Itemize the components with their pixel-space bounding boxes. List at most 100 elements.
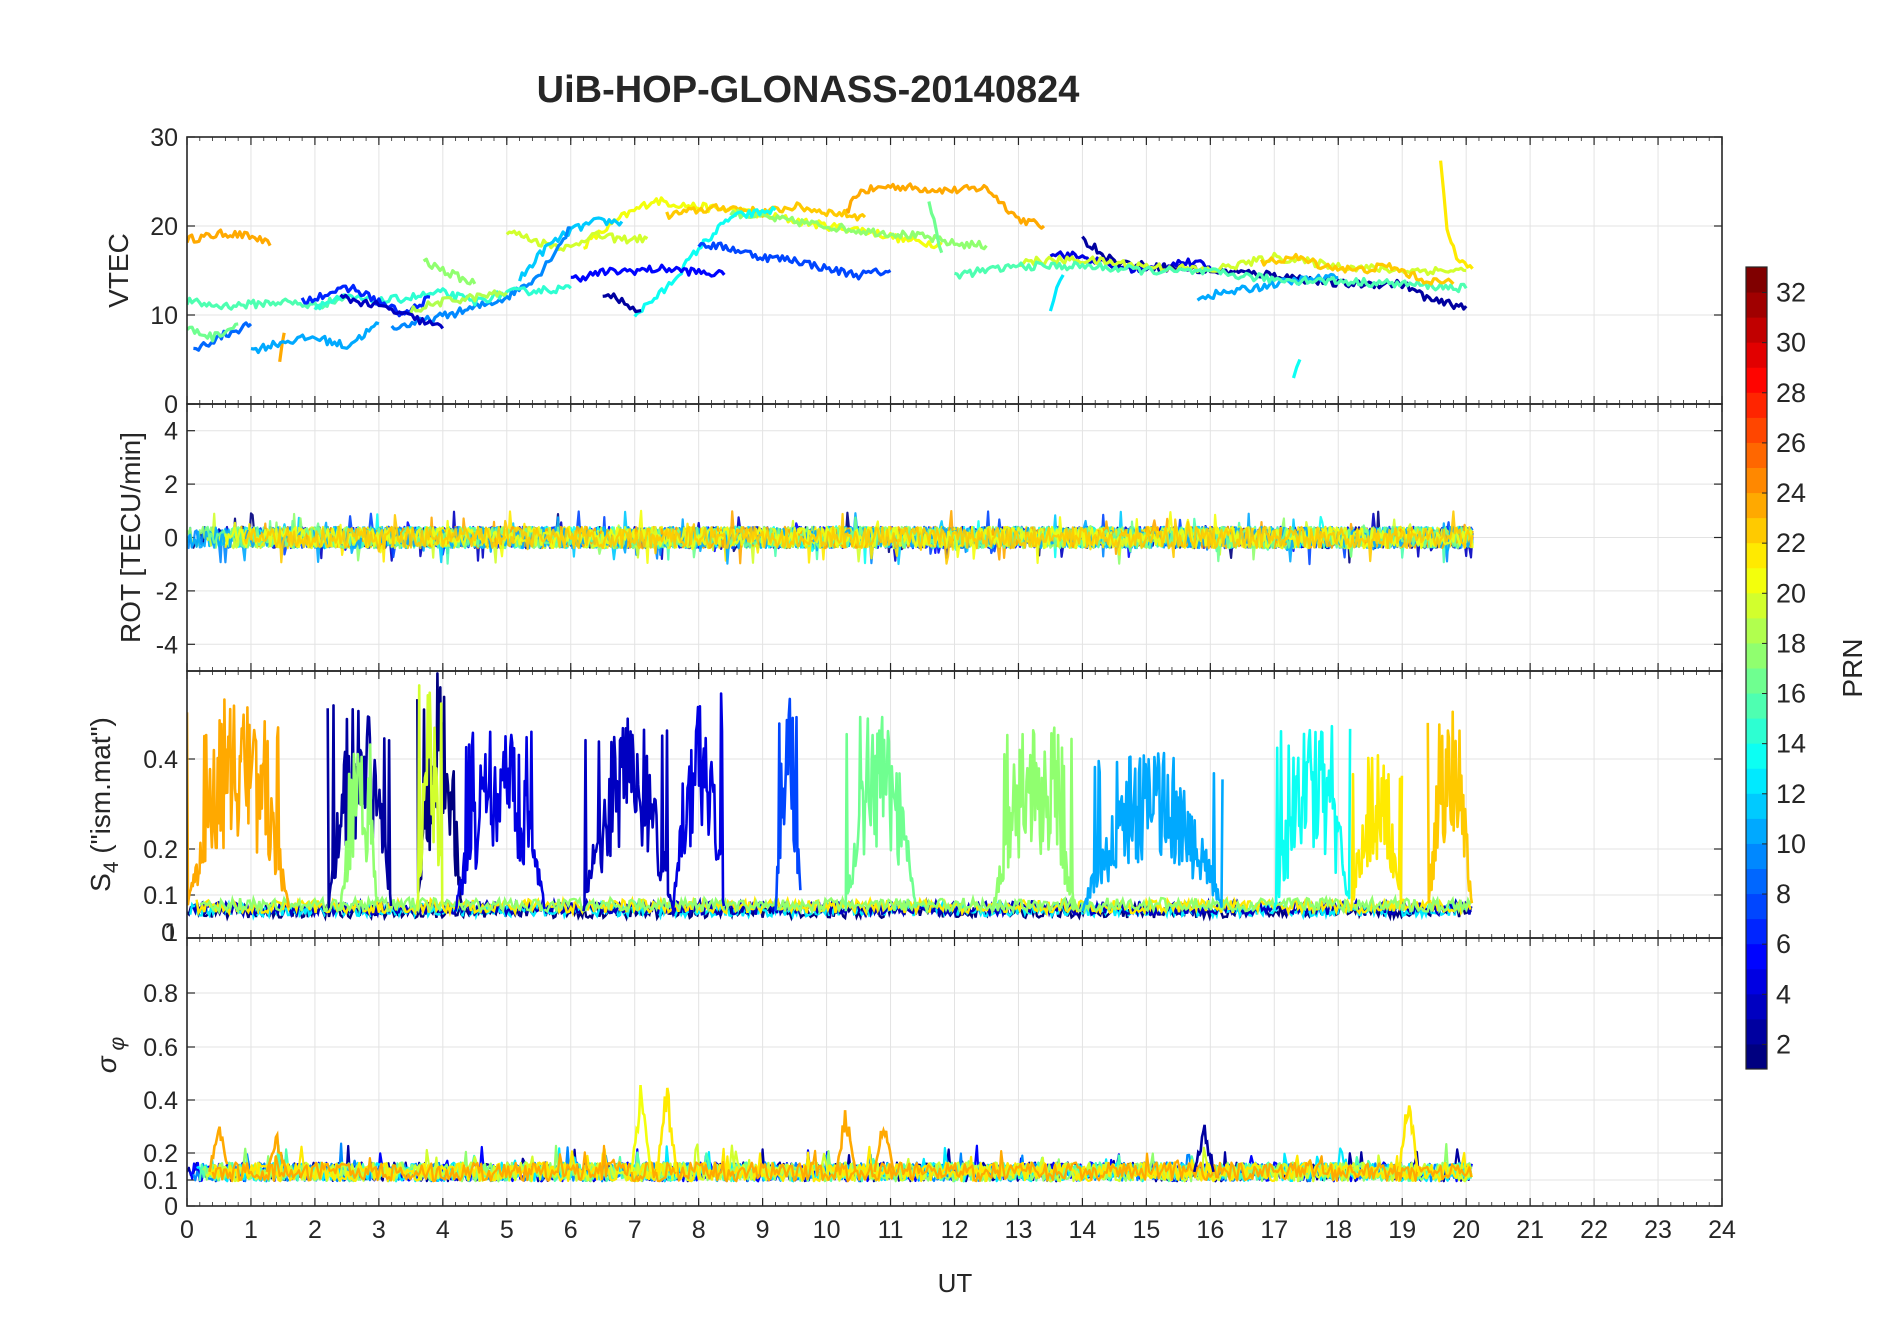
colorbar-segment <box>1746 1018 1767 1045</box>
y-tick-label: 4 <box>164 418 178 446</box>
colorbar-segment <box>1746 843 1767 869</box>
colorbar-tick-label: 4 <box>1776 979 1791 1009</box>
s4-burst-line <box>1349 754 1404 912</box>
x-tick-label: 18 <box>1324 1216 1352 1244</box>
sigma-phi-spike <box>208 1126 229 1173</box>
y-tick-label: 0.1 <box>143 882 178 910</box>
x-tick-label: 11 <box>878 1216 904 1244</box>
vtec-series-line <box>1048 274 1065 312</box>
x-tick-label: 4 <box>436 1216 450 1244</box>
y-tick-label: 0.1 <box>143 1167 178 1195</box>
x-tick-label: 17 <box>1260 1216 1288 1244</box>
colorbar-tick-label: 2 <box>1776 1029 1791 1059</box>
colorbar-tick-label: 28 <box>1776 378 1806 408</box>
colorbar-label: PRN <box>1837 638 1868 697</box>
colorbar-segment <box>1746 367 1767 393</box>
x-tick-label: 3 <box>372 1216 386 1244</box>
s4-lines <box>187 672 1474 922</box>
s4-burst-line <box>339 743 380 912</box>
vtec-series-line <box>313 284 572 311</box>
s4-burst-line <box>1273 724 1352 912</box>
vtec-series-line <box>729 208 988 251</box>
y-tick-label: 10 <box>150 302 178 330</box>
s4-burst-line <box>671 692 726 912</box>
vtec-y-axis-label: VTEC <box>103 233 134 308</box>
x-tick-label: 12 <box>941 1216 969 1244</box>
vtec-series-line <box>844 182 1046 230</box>
colorbar-tick-label: 8 <box>1776 879 1791 909</box>
x-tick-label: 6 <box>564 1216 578 1244</box>
x-tick-label: 19 <box>1388 1216 1416 1244</box>
colorbar-tick-label: 32 <box>1776 278 1806 308</box>
sigma-phi-spike <box>655 1087 678 1173</box>
y-tick-label: 0.4 <box>143 746 178 774</box>
x-tick-label: 22 <box>1580 1216 1608 1244</box>
x-tick-label: 1 <box>244 1216 258 1244</box>
rot-y-axis-label: ROT [TECU/min] <box>115 432 146 643</box>
colorbar-segment <box>1746 492 1767 519</box>
y-tick-label: -2 <box>156 578 178 606</box>
colorbar-segment <box>1746 542 1767 569</box>
sigma-phi-spike <box>630 1084 652 1173</box>
sigma-phi-y-axis-label: σ φ <box>91 1036 129 1073</box>
panel-frame <box>186 937 1723 1207</box>
y-tick-label: 20 <box>150 213 178 241</box>
rot-lines <box>187 509 1474 566</box>
sigma-phi-spike <box>834 1110 857 1173</box>
vtec-series-line <box>1439 160 1474 270</box>
y-tick-label: -4 <box>156 631 178 659</box>
y-tick-label: 30 <box>150 124 178 152</box>
colorbar-segment <box>1746 567 1767 594</box>
s4-baseline-line <box>199 893 1473 916</box>
colorbar-tick-label: 6 <box>1776 929 1791 959</box>
s4-burst-line <box>416 684 444 912</box>
colorbar-tick-label: 24 <box>1776 478 1806 508</box>
sigma-phi-panel: 00.10.20.40.60.80 1 2 3 4 5 6 7 8 9 10 11 12 13 14 15 16… <box>91 937 1736 1244</box>
y-tick-label: 0 <box>164 391 178 419</box>
colorbar-tick-label: 12 <box>1776 779 1806 809</box>
y-tick-label: 0 <box>164 525 178 553</box>
x-tick-label: 10 <box>813 1216 841 1244</box>
sigma-phi-series-line <box>211 1144 1473 1183</box>
x-tick-label: 20 <box>1452 1216 1480 1244</box>
s4-burst-line <box>582 717 675 912</box>
s4-burst-line <box>844 715 918 912</box>
colorbar-segment <box>1746 342 1767 368</box>
y-tick-label: 0.4 <box>143 1087 178 1115</box>
rot-series-line <box>243 510 1474 565</box>
colorbar-segment <box>1746 743 1767 769</box>
colorbar-segment <box>1746 718 1767 744</box>
x-tick-label: 5 <box>500 1216 514 1244</box>
x-tick-label: 16 <box>1196 1216 1224 1244</box>
rot-panel: -4 -2 0 2 4 ROT [TECU/min] <box>115 403 1723 672</box>
x-tick-label: 2 <box>308 1216 322 1244</box>
vtec-series-line <box>505 229 649 252</box>
colorbar-segment <box>1746 893 1767 920</box>
s4-burst-line <box>1426 710 1474 904</box>
s4-bottom-label: 0 <box>161 919 175 947</box>
x-tick-label: 13 <box>1005 1216 1033 1244</box>
vtec-series-line <box>339 293 445 330</box>
colorbar-tick-label: 30 <box>1776 328 1806 358</box>
vtec-series-line <box>697 241 892 281</box>
s4-burst-line <box>1081 751 1224 912</box>
colorbar-segment <box>1746 1043 1767 1070</box>
sigma-phi-spike <box>1397 1105 1420 1173</box>
colorbar-tick-label: 16 <box>1776 679 1806 709</box>
y-tick-label: 0 <box>164 1193 178 1221</box>
figure-title: UiB-HOP-GLONASS-20140824 <box>537 69 1080 111</box>
vtec-series-line <box>409 289 508 314</box>
vtec-series-line <box>633 206 777 318</box>
x-tick-label: 8 <box>692 1216 706 1244</box>
vtec-series-line <box>187 228 272 247</box>
colorbar-segment <box>1746 442 1767 468</box>
colorbar-segment <box>1746 642 1767 669</box>
s4-burst-line <box>991 726 1077 912</box>
x-tick-label: 9 <box>756 1216 770 1244</box>
sigma-phi-spike <box>1193 1124 1215 1173</box>
y-tick-label: 0.2 <box>143 836 178 864</box>
s4-y-axis-label: S4 ("ism.mat") <box>85 717 123 892</box>
colorbar-tick-label: 18 <box>1776 628 1806 658</box>
